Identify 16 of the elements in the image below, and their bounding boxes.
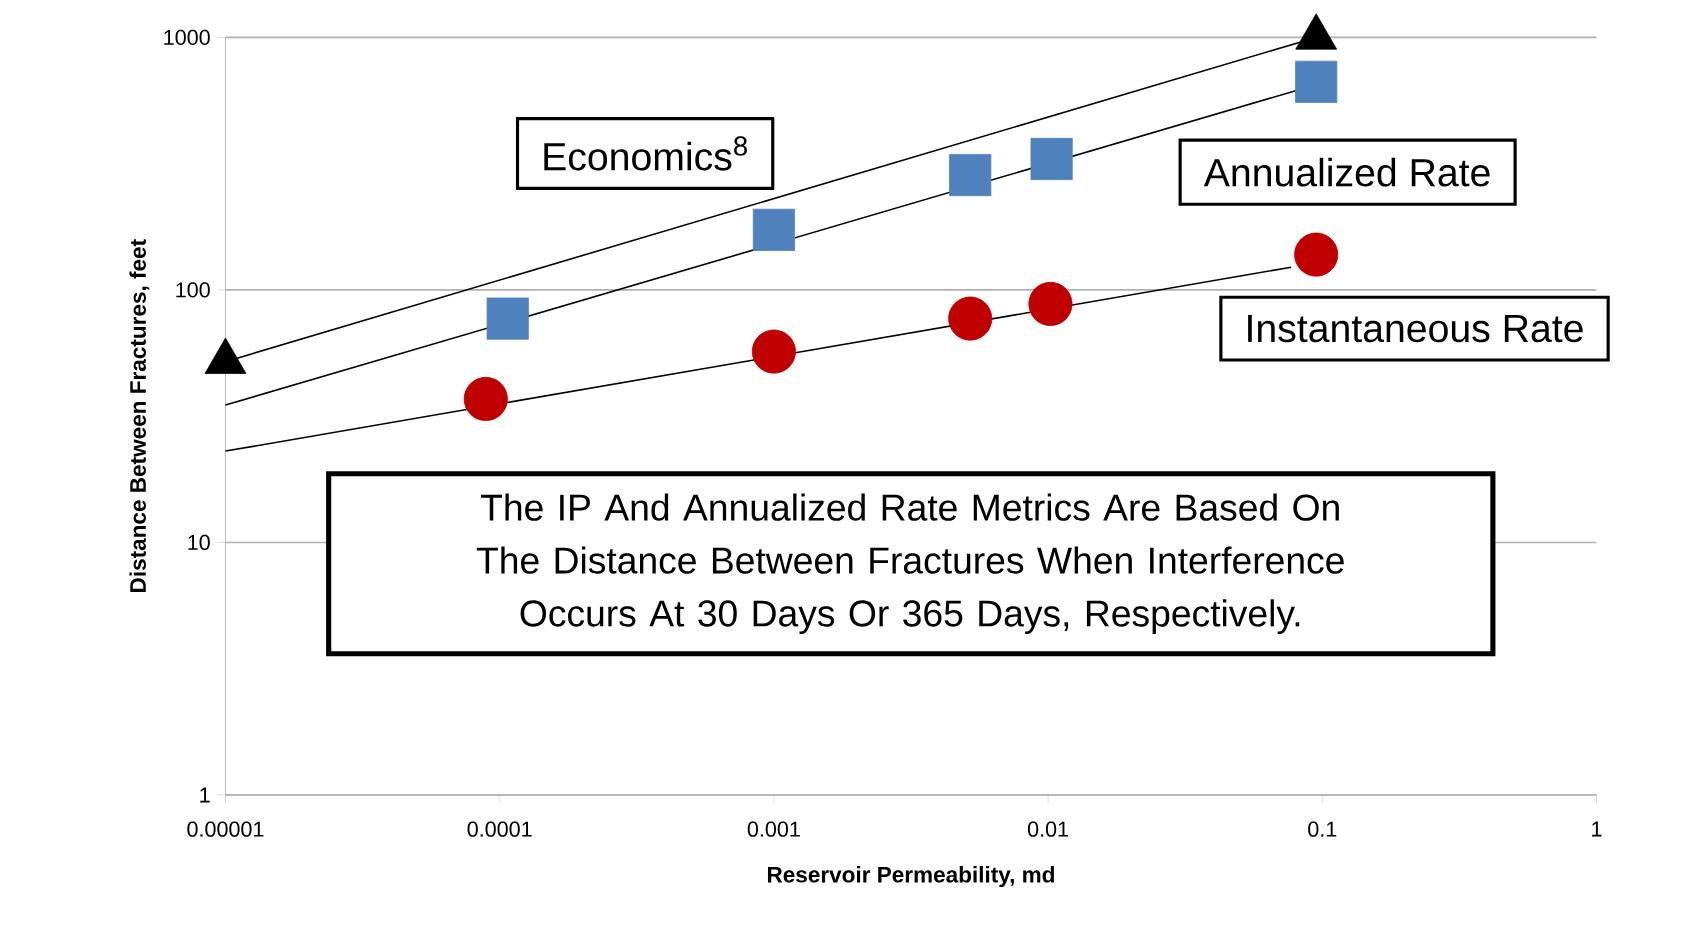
y-tick-label: 100 [176, 282, 210, 298]
y-tick-label: 1 [200, 787, 210, 803]
x-tick-label: 1 [1592, 821, 1602, 837]
x-tick-label: 0.01 [1027, 821, 1069, 838]
x-tick-label: 0.00001 [187, 821, 264, 838]
series-label: Annualized Rate [1203, 158, 1490, 187]
x-tick-label: 0.001 [747, 821, 800, 838]
series-label: Instantaneous Rate [1248, 315, 1583, 343]
y-tick-label: 10 [188, 535, 210, 551]
series-label: Economics$^{8}$ [544, 136, 747, 171]
y-axis-title: Distance Between Fractures, feet [129, 239, 150, 593]
annotation: The IP And Annualized Rate Metrics Are Based On The Distance Between Fractures When Interference Occurs At 30 Days Or 365 Days, Respectively. [476, 493, 1344, 635]
y-tick-label: 1000 [164, 30, 210, 46]
x-axis-title: Reservoir Permeability, md [767, 866, 1054, 888]
x-tick-label: 0.1 [1308, 821, 1337, 838]
x-tick-label: 0.0001 [467, 821, 532, 838]
